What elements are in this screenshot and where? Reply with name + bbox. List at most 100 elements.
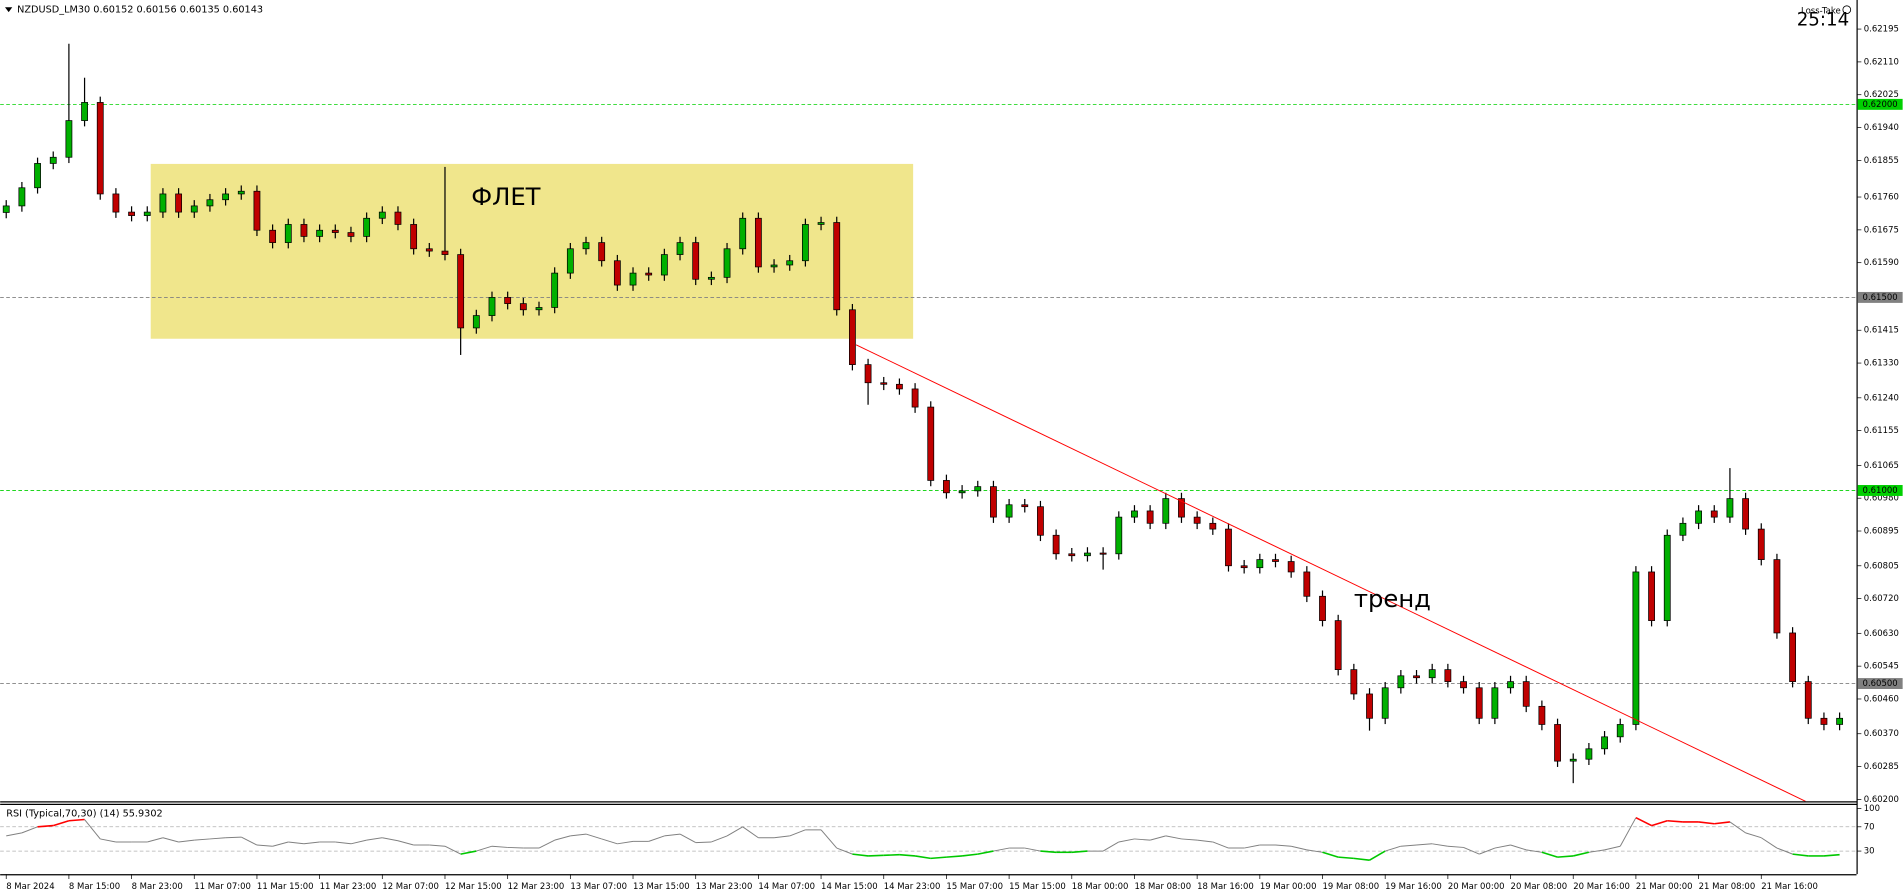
candle-body (707, 276, 715, 280)
trend-line (855, 344, 1806, 802)
y-tick-label: 0.62110 (1864, 57, 1899, 67)
candle-body (316, 229, 324, 237)
candle-body (2, 205, 10, 213)
candle-body (457, 254, 465, 329)
candle-body (1146, 510, 1154, 524)
candle-body (1131, 510, 1138, 518)
drawing-objects (150, 163, 914, 339)
candle-body (1209, 522, 1217, 530)
candle-body (128, 211, 135, 216)
x-tick-label: 20 Mar 16:00 (1573, 882, 1630, 892)
x-tick-label: 18 Mar 08:00 (1134, 882, 1191, 892)
y-tick-label: 0.61855 (1864, 156, 1899, 166)
candle-body (723, 248, 731, 278)
y-tick-label: 0.60545 (1864, 662, 1899, 672)
candle-body (1350, 669, 1358, 695)
candle-body (331, 229, 339, 233)
candle-body (801, 224, 809, 262)
candle-body (1663, 534, 1671, 621)
candle-body (1804, 681, 1812, 719)
candle-body (1366, 693, 1373, 719)
candle-body (190, 205, 198, 213)
rsi-segment (1102, 841, 1120, 852)
rsi-segment (1165, 835, 1182, 840)
rsi-segment (1494, 844, 1511, 849)
candle-body (613, 260, 621, 286)
rsi-segment (1447, 845, 1464, 848)
level-label-box (1857, 291, 1903, 303)
rsi-segment (711, 835, 728, 843)
candle-body (943, 480, 950, 494)
rsi-segment (695, 841, 712, 844)
candle-body (551, 272, 559, 308)
rsi-segment (1792, 853, 1809, 857)
rsi-segment (1526, 849, 1542, 853)
rsi-segment (1760, 837, 1778, 849)
candle-body (927, 406, 935, 481)
rsi-segment (726, 826, 743, 837)
level-label: 0.61500 (1863, 293, 1898, 303)
level-label-box (1857, 485, 1903, 496)
candle-body (1272, 559, 1279, 562)
candle-body (1569, 758, 1577, 762)
rsi-segment (382, 837, 399, 842)
candle-body (1052, 534, 1060, 555)
y-tick-label: 0.61590 (1864, 258, 1899, 268)
rsi-segment (350, 839, 367, 845)
candle-body (1162, 498, 1170, 524)
rsi-segment (868, 854, 884, 857)
rsi-segment (1463, 846, 1480, 855)
candle-body (990, 486, 997, 518)
x-tick-label: 11 Mar 15:00 (257, 882, 314, 892)
rsi-segment (256, 844, 273, 847)
rsi-segment (930, 856, 947, 860)
rsi-segment (679, 833, 696, 844)
candle-body (159, 193, 167, 213)
candle-body (754, 217, 762, 268)
y-tick-label: 0.62025 (1864, 90, 1899, 100)
x-tick-label: 12 Mar 15:00 (445, 882, 502, 892)
candle-body (1334, 620, 1342, 670)
x-tick-label: 8 Mar 2024 (6, 882, 54, 892)
rsi-segment (1212, 841, 1229, 849)
rsi-segment (241, 836, 258, 846)
rsi-segment (1698, 821, 1715, 825)
rsi-segment (147, 837, 164, 843)
rsi-segment (6, 832, 22, 837)
candle-body (1695, 510, 1702, 524)
rsi-segment (1604, 845, 1621, 851)
flat-zone (150, 163, 914, 339)
rsi-segment (946, 855, 963, 858)
candle-body (1773, 559, 1781, 634)
rsi-header: RSI (Typical,70,30) (14) 55.9302 (6, 808, 162, 819)
candle-body (1287, 561, 1295, 573)
candle-body (1632, 571, 1640, 725)
flat-label: ФЛЕТ (471, 182, 540, 211)
rsi-segment (883, 853, 900, 857)
x-tick-label: 12 Mar 23:00 (508, 882, 565, 892)
level-label: 0.61000 (1863, 486, 1898, 496)
rsi-segment (460, 850, 477, 855)
rsi-segment (1244, 844, 1260, 849)
y-tick-label: 0.60980 (1864, 494, 1899, 504)
rsi-segment (335, 841, 352, 845)
rsi-segment (1306, 849, 1323, 853)
candle-body (441, 250, 449, 255)
candle-body (958, 490, 966, 494)
candle-body (1193, 516, 1201, 524)
rsi-segment (37, 824, 54, 828)
overlay-objects: ФЛЕТ тренд (471, 182, 1806, 802)
candle-body (660, 254, 668, 276)
rsi-segment (1541, 851, 1558, 858)
candle-body (1742, 498, 1749, 530)
candle-body (472, 315, 480, 329)
x-tick-label: 12 Mar 07:00 (382, 882, 439, 892)
menu-arrow[interactable] (5, 7, 13, 13)
candle-body (425, 248, 433, 252)
candle-body (378, 211, 386, 219)
y-tick-label: 0.60720 (1864, 594, 1899, 604)
candle-body (974, 486, 982, 492)
y-tick-label: 0.61760 (1864, 193, 1899, 203)
candle-body (566, 248, 574, 274)
rsi-segment (1823, 853, 1840, 857)
